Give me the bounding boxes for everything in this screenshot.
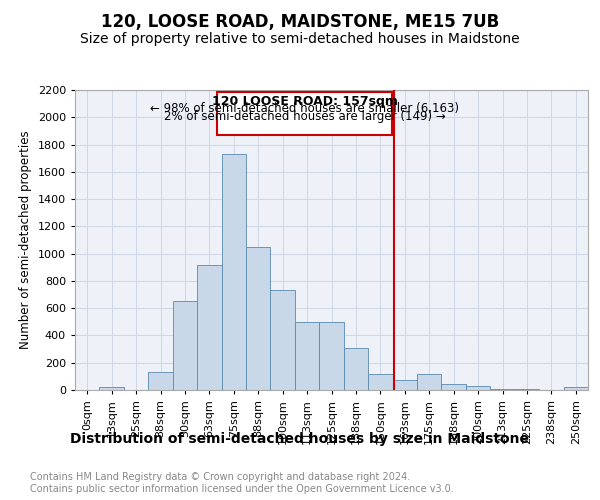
Bar: [466, 386, 490, 390]
Bar: [319, 322, 344, 390]
Bar: [271, 290, 295, 390]
Bar: [392, 380, 417, 390]
Bar: [221, 154, 246, 390]
Bar: [344, 348, 368, 390]
FancyBboxPatch shape: [217, 92, 392, 135]
Text: Size of property relative to semi-detached houses in Maidstone: Size of property relative to semi-detach…: [80, 32, 520, 46]
Bar: [197, 264, 221, 390]
Bar: [100, 386, 124, 390]
Bar: [563, 388, 588, 390]
Bar: [246, 247, 271, 390]
Bar: [442, 384, 466, 390]
Y-axis label: Number of semi-detached properties: Number of semi-detached properties: [19, 130, 32, 350]
Text: Contains HM Land Registry data © Crown copyright and database right 2024.
Contai: Contains HM Land Registry data © Crown c…: [30, 472, 454, 494]
Text: 120, LOOSE ROAD, MAIDSTONE, ME15 7UB: 120, LOOSE ROAD, MAIDSTONE, ME15 7UB: [101, 12, 499, 30]
Bar: [148, 372, 173, 390]
Text: Distribution of semi-detached houses by size in Maidstone: Distribution of semi-detached houses by …: [71, 432, 530, 446]
Bar: [368, 374, 392, 390]
Text: 2% of semi-detached houses are larger (149) →: 2% of semi-detached houses are larger (1…: [164, 110, 445, 123]
Text: ← 98% of semi-detached houses are smaller (6,163): ← 98% of semi-detached houses are smalle…: [150, 102, 459, 116]
Text: 120 LOOSE ROAD: 157sqm: 120 LOOSE ROAD: 157sqm: [212, 95, 397, 108]
Bar: [173, 302, 197, 390]
Bar: [295, 322, 319, 390]
Bar: [417, 374, 442, 390]
